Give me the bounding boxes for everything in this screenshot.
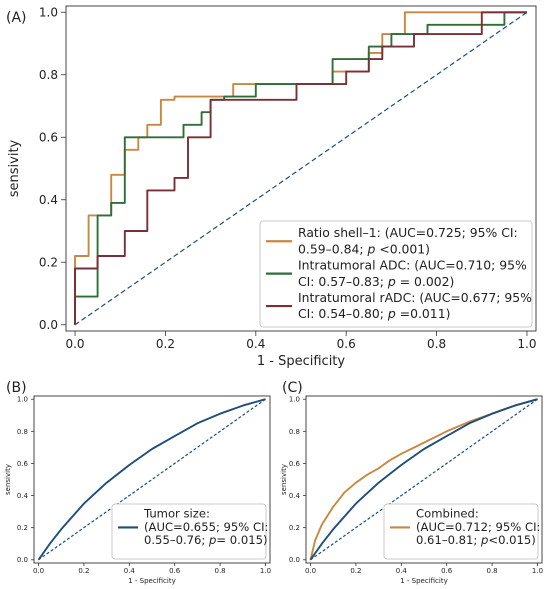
legend-box (383, 503, 539, 560)
y-tick-label: 0.6 (39, 130, 58, 144)
legend-box (111, 503, 267, 560)
legend-text: (AUC=0.655; 95% CI: (144, 520, 268, 534)
x-tick-label: 0.4 (396, 567, 408, 575)
panel-label: (A) (6, 10, 27, 26)
x-tick-label: 0.0 (65, 337, 84, 351)
plot-frame (65, 5, 537, 332)
roc-curve-series-1 (309, 398, 538, 561)
panel-a-roc-chart: (A) 0.0 0.2 0.4 0.6 0.8 1.0 0.0 0.2 0.4 0.6 0.8 1.0 1… (6, 5, 537, 369)
x-tick-label: 0.4 (246, 337, 265, 351)
x-tick-label: 0.4 (124, 567, 136, 575)
panel-c-roc-chart: (C) 0.0 0.2 0.4 0.6 0.8 1.0 0.0 0.2 0.4 0.6 0.8 1.0 1… (280, 380, 543, 585)
x-tick-label: 0.2 (156, 337, 175, 351)
x-axis-label: 1 - Specificity (400, 577, 448, 585)
legend-text: Intratumoral ADC: (AUC=0.710; 95% (298, 258, 527, 273)
y-tick-label: 0.0 (17, 556, 28, 564)
legend-text: Intratumoral rADC: (AUC=0.677; 95% (298, 290, 532, 305)
y-axis-label: sensivity (280, 464, 288, 495)
y-axis-label: sensivity (7, 139, 22, 197)
y-tick-label: 0.8 (289, 428, 300, 436)
reference-diagonal-line (38, 398, 266, 561)
y-axis-label: sensivity (4, 464, 12, 495)
x-tick-label: 0.6 (441, 567, 453, 575)
y-tick-label: 0.8 (17, 428, 28, 436)
y-tick-label: 0.4 (39, 193, 58, 207)
y-tick-label: 0.4 (289, 492, 301, 500)
x-tick-label: 1.0 (260, 567, 271, 575)
y-tick-label: 1.0 (17, 396, 28, 404)
roc-curve-tumor-size (37, 398, 266, 561)
legend-text: CI: 0.57–0.83; p = 0.002) (298, 274, 454, 289)
x-tick-label: 0.2 (78, 567, 89, 575)
roc-curve-ratio-shell-1 (74, 11, 527, 325)
panel-b-roc-chart: (B) 0.0 0.2 0.4 0.6 0.8 1.0 0.0 0.2 0.4 0.6 0.8 1.0 1… (4, 380, 271, 585)
reference-diagonal-line (310, 398, 538, 561)
y-tick-label: 0.4 (17, 492, 29, 500)
reference-diagonal-line (74, 11, 528, 326)
x-tick-label: 0.8 (487, 567, 498, 575)
x-axis-label: 1 - Specificity (128, 577, 176, 585)
x-axis-label: 1 - Specificity (257, 354, 346, 369)
y-tick-label: 0.8 (39, 68, 58, 82)
roc-curve-intratumoral-radc (74, 11, 527, 325)
y-tick-label: 0.2 (289, 524, 300, 532)
y-tick-label: 0.0 (39, 318, 58, 332)
y-tick-label: 0.2 (39, 255, 58, 269)
x-tick-label: 0.0 (305, 567, 316, 575)
legend-text: 0.61–0.81; p<0.015) (416, 533, 536, 547)
panel-label: (C) (282, 380, 303, 396)
legend-text: Tumor size: (143, 506, 210, 520)
y-tick-label: 0.6 (17, 460, 29, 468)
legend-text: 0.55–0.76; p= 0.015) (144, 533, 268, 547)
y-tick-label: 1.0 (39, 5, 58, 19)
panel-label: (B) (6, 380, 27, 396)
plot-frame (305, 395, 543, 564)
legend-text: CI: 0.54–0.80; p =0.011) (298, 306, 450, 321)
x-tick-label: 0.0 (33, 567, 44, 575)
y-tick-label: 0.2 (17, 524, 28, 532)
legend-text: Ratio shell–1: (AUC=0.725; 95% CI: (298, 225, 518, 240)
x-tick-label: 0.8 (427, 337, 446, 351)
legend-text: Combined: (416, 506, 479, 520)
y-tick-label: 0.0 (289, 556, 300, 564)
x-tick-label: 0.8 (215, 567, 226, 575)
x-tick-label: 1.0 (517, 337, 536, 351)
legend-text: 0.59–0.84; p <0.001) (298, 241, 430, 256)
x-tick-label: 1.0 (532, 567, 543, 575)
legend-text: (AUC=0.712; 95% CI: (416, 520, 540, 534)
y-tick-label: 1.0 (289, 396, 300, 404)
legend-box (259, 220, 533, 328)
x-tick-label: 0.6 (337, 337, 356, 351)
x-tick-label: 0.2 (350, 567, 361, 575)
x-tick-label: 0.6 (169, 567, 181, 575)
y-tick-label: 0.6 (289, 460, 301, 468)
plot-frame (33, 395, 271, 564)
